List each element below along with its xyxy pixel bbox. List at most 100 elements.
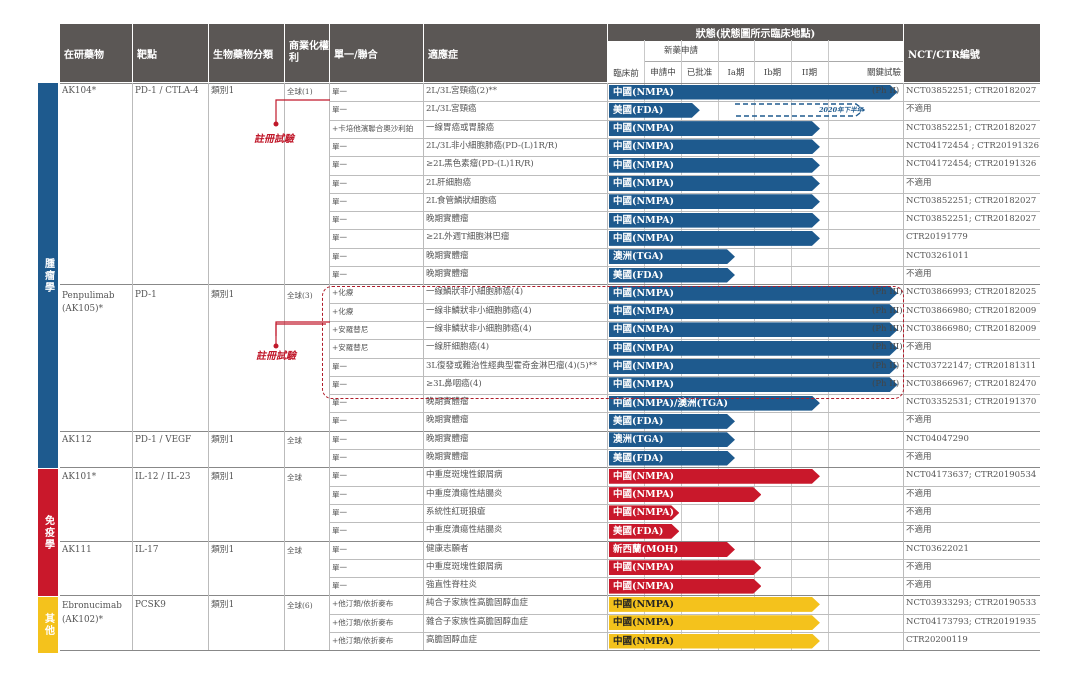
drug-target: PD-1 (135, 290, 157, 300)
row-indication: 2L/3L非小細胞肺癌(PD-(L)1R/R) (426, 140, 558, 151)
row-combo: 單一 (332, 105, 347, 115)
row-indication: 中重度潰瘍性結腸炎 (426, 488, 503, 499)
row-nct: 不適用 (906, 177, 932, 188)
drug-rights: 全球(1) (287, 87, 313, 96)
row-nct: NCT04173637; CTR20190534 (906, 470, 1037, 481)
header-target: 靶點 (133, 24, 208, 82)
row-indication: 晚期實體瘤 (426, 250, 469, 261)
row-indication: 晚期實體瘤 (426, 433, 469, 444)
drug-name: Penpulimab (AK105)* (62, 291, 115, 314)
row-nct: 不適用 (906, 525, 932, 536)
row-indication: 強直性脊柱炎 (426, 580, 478, 591)
row-indication: ≥3L鼻咽癌(4) (426, 378, 482, 389)
row-combo: 單一 (332, 196, 347, 206)
row-divider (330, 119, 1040, 121)
header-phase-ii: II期 (791, 62, 828, 82)
status-bar: 中國(NMPA) (609, 158, 820, 173)
status-bar: 中國(NMPA) (609, 286, 898, 301)
row-combo: +化療 (332, 306, 354, 316)
group-divider (60, 540, 1040, 542)
row-divider (330, 577, 1040, 579)
row-nct: NCT04173793; CTR20191935 (906, 616, 1037, 627)
drug-name: AK104* (62, 86, 97, 96)
row-indication: 一線肝細胞癌(4) (426, 342, 490, 353)
row-phase: (Ph II) (872, 378, 900, 389)
drug-class: 類別1 (211, 290, 235, 300)
row-indication: 系統性紅斑狼瘡 (426, 506, 486, 517)
status-bar: 中國(NMPA) (609, 487, 761, 502)
row-nct: 不適用 (906, 580, 932, 591)
row-divider (330, 613, 1040, 615)
row-indication: 3L復發或難治性經典型霍奇金淋巴瘤(4)(5)** (426, 360, 598, 371)
status-bar: 美國(FDA) (609, 103, 700, 118)
row-divider (330, 101, 1040, 103)
category-immunology: 免疫學 (38, 469, 58, 596)
row-nct: NCT03866980; CTR20182009 (906, 323, 1037, 334)
row-indication: 中重度潰瘍性結腸炎 (426, 525, 503, 536)
row-nct: 不適用 (906, 488, 932, 499)
row-combo: 單一 (332, 416, 347, 426)
column-divider (284, 83, 285, 651)
row-nct: NCT03722147; CTR20181311 (906, 360, 1037, 371)
drug-target: PD-1 / VEGF (135, 435, 192, 445)
row-indication: 晚期實體瘤 (426, 397, 469, 408)
category-other: 其他 (38, 597, 58, 653)
row-combo: 單一 (332, 270, 347, 279)
row-divider (330, 302, 1040, 304)
row-indication: 一線鱗狀非小細胞肺癌(4) (426, 287, 524, 298)
row-combo: +卡培他濱聯合奧沙利鉑 (332, 123, 414, 133)
row-indication: 雜合子家族性高膽固醇血症 (426, 616, 529, 627)
row-combo: +化療 (332, 288, 354, 298)
drug-rights: 全球(6) (287, 601, 313, 610)
row-divider (330, 357, 1040, 359)
row-phase: (Ph II) (872, 360, 900, 371)
status-bar: 中國(NMPA) (609, 634, 820, 649)
row-nct: CTR20191779 (906, 232, 968, 243)
row-indication: 2L/3L宮頸癌 (426, 104, 477, 115)
row-indication: 晚期實體瘤 (426, 214, 469, 225)
row-indication: 中重度斑塊性銀屑病 (426, 561, 503, 572)
row-nct: NCT03852251; CTR20182027 (906, 195, 1037, 206)
status-bar: 澳洲(TGA) (609, 432, 735, 447)
row-combo: +他汀類/依折麥布 (332, 599, 394, 609)
row-divider (330, 375, 1040, 377)
status-bar: 中國(NMPA) (609, 341, 898, 356)
row-nct: 不適用 (906, 506, 932, 517)
header-preclinical: 臨床前 (608, 40, 644, 82)
header-indication: 適應症 (424, 24, 607, 82)
row-indication: 一線胃癌或胃腺癌 (426, 122, 495, 133)
drug-rights: 全球 (287, 473, 302, 482)
row-combo: 單一 (332, 251, 347, 261)
row-indication: 2L/3L宮頸癌(2)** (426, 86, 498, 96)
drug-rights: 全球 (287, 546, 302, 555)
row-divider (330, 137, 1040, 139)
header-phase-ia: Ia期 (718, 62, 754, 82)
drug-name: AK101* (62, 472, 97, 482)
drug-target: IL-17 (135, 545, 159, 555)
row-divider (330, 485, 1040, 487)
row-indication: ≥2L外週T細胞淋巴瘤 (426, 232, 510, 243)
header-combo: 單一/聯合 (330, 24, 423, 82)
projected-label: 2020年下半年 (819, 106, 864, 114)
group-divider (60, 83, 1040, 84)
row-combo: +他汀類/依折麥布 (332, 617, 394, 627)
row-combo: 單一 (332, 453, 347, 462)
drug-name: Ebronucimab (AK102)* (62, 601, 122, 625)
drug-class: 類別1 (211, 600, 235, 610)
drug-target: PD-1 / CTLA-4 (135, 86, 199, 96)
row-combo: 單一 (332, 398, 347, 408)
column-divider (208, 83, 209, 651)
row-nct: NCT04172454; CTR20191326 (906, 159, 1037, 170)
row-nct: NCT03866993; CTR20182025 (906, 287, 1037, 298)
row-combo: 單一 (332, 562, 347, 572)
drug-target: IL-12 / IL-23 (135, 472, 191, 482)
drug-class: 類別1 (211, 472, 235, 482)
row-combo: +他汀類/依折麥布 (332, 636, 394, 645)
row-divider (330, 558, 1040, 560)
header-phase-ib: Ib期 (754, 62, 791, 82)
row-phase: (Ph III) (872, 342, 903, 353)
row-indication: 高膽固醇血症 (426, 635, 478, 645)
row-nct: CTR20200119 (906, 635, 968, 645)
row-combo: 單一 (332, 581, 347, 591)
row-nct: NCT03352531; CTR20191370 (906, 397, 1037, 408)
